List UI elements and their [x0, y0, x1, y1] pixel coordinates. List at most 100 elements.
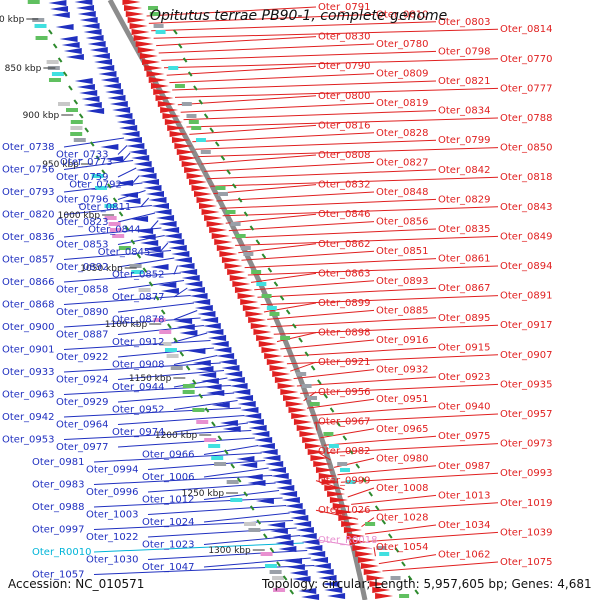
- forward-gene-arrow: [189, 179, 208, 185]
- reverse-gene-arrow: [163, 233, 182, 239]
- forward-gene-arrow: [181, 161, 200, 167]
- reverse-gene-arrow: [218, 359, 237, 365]
- leader-line: [163, 58, 499, 69]
- reverse-gene-arrow: [222, 426, 241, 432]
- gc-dash: [368, 491, 373, 497]
- cog-category-block: [272, 576, 285, 580]
- reverse-gene-arrow: [195, 366, 214, 372]
- kbp-tick-label: 1200 kbp: [155, 431, 198, 441]
- leader-line: [117, 212, 156, 223]
- reverse-gene-arrow: [98, 71, 117, 77]
- gc-dash: [182, 57, 188, 63]
- leader-line: [63, 160, 134, 170]
- right-gene-label: Oter_0800: [318, 91, 371, 102]
- reverse-gene-arrow: [76, 84, 95, 90]
- right-gene-label: Oter_0898: [318, 328, 371, 339]
- gc-dash: [355, 463, 361, 469]
- gc-dash: [323, 393, 329, 399]
- cog-category-block: [307, 396, 318, 400]
- right-gene-label: Oter_1019: [500, 498, 553, 509]
- gc-dash: [211, 421, 216, 427]
- gc-dash: [249, 505, 255, 511]
- gc-dash: [173, 29, 178, 35]
- reverse-gene-arrow: [143, 185, 162, 191]
- left-gene-label: Oter_0844: [88, 225, 141, 236]
- forward-gene-arrow: [139, 53, 158, 59]
- forward-gene-arrow: [227, 269, 246, 275]
- reverse-gene-arrow: [150, 264, 169, 270]
- left-gene-label: Oter_0868: [2, 300, 55, 311]
- reverse-gene-arrow: [206, 390, 225, 396]
- reverse-gene-arrow: [192, 299, 211, 305]
- gc-dash: [179, 351, 185, 357]
- leader-line: [286, 354, 499, 365]
- leader-line: [183, 110, 437, 121]
- left-gene-label: Oter_1022: [86, 532, 139, 543]
- gc-dash: [336, 421, 341, 427]
- forward-gene-arrow: [196, 197, 215, 203]
- left-gene-label: Oter_1047: [142, 562, 195, 573]
- gc-dash: [130, 239, 136, 245]
- cog-category-block: [170, 366, 183, 370]
- reverse-gene-arrow: [272, 534, 291, 540]
- forward-gene-arrow: [261, 347, 280, 353]
- gc-dash: [276, 561, 281, 567]
- leader-line: [263, 302, 317, 313]
- gc-dash: [243, 211, 249, 217]
- right-gene-label: Oter_0982: [318, 446, 371, 457]
- reverse-gene-arrow: [221, 365, 240, 371]
- cog-category-block: [266, 306, 277, 310]
- cog-category-block: [215, 186, 226, 190]
- reverse-gene-arrow: [168, 245, 187, 251]
- left-gene-label: Oter_R0010: [32, 547, 91, 558]
- forward-gene-arrow: [369, 581, 388, 587]
- leader-line: [117, 415, 245, 425]
- cog-category-block: [168, 66, 179, 70]
- left-gene-label: Oter_0988: [32, 502, 85, 513]
- kbp-ticks: 800 kbp 850 kbp 900 kbp 950 kbp 1000 kbp 1050…: [0, 15, 265, 556]
- cog-category-block: [256, 282, 267, 286]
- leader-line: [213, 184, 317, 195]
- forward-gene-arrow: [229, 275, 248, 281]
- forward-gene-arrow: [133, 35, 152, 41]
- left-gene-label: Oter_1012: [142, 495, 195, 506]
- reverse-gene-arrow: [77, 11, 96, 17]
- right-gene-label: Oter_1013: [438, 490, 491, 501]
- reverse-gene-arrow: [136, 167, 155, 173]
- cog-category-block: [153, 24, 164, 28]
- forward-gene-arrow: [204, 215, 223, 221]
- forward-gene-arrow: [285, 401, 304, 407]
- gc-dash: [374, 505, 380, 511]
- reverse-gene-arrow: [292, 576, 311, 582]
- cog-category-block: [182, 384, 195, 388]
- reverse-gene-arrow: [290, 515, 309, 521]
- gc-dash: [267, 267, 273, 273]
- leader-line: [63, 295, 191, 305]
- reverse-gene-arrow: [192, 360, 211, 366]
- leader-line: [158, 43, 375, 54]
- leader-line: [173, 287, 188, 298]
- kbp-tick-label: 1000 kbp: [58, 211, 101, 221]
- gc-dash: [177, 43, 183, 49]
- reverse-gene-arrow: [248, 425, 267, 431]
- cog-category-block: [345, 480, 356, 484]
- left-gene-label: Oter_0922: [56, 352, 109, 363]
- forward-gene-arrow: [321, 479, 340, 485]
- reverse-gene-arrow: [293, 521, 312, 527]
- leader-line: [225, 213, 317, 224]
- reverse-gene-arrow: [265, 461, 284, 467]
- forward-gene-arrow: [153, 89, 172, 95]
- forward-gene-arrow: [313, 461, 332, 467]
- forward-gene-arrow: [206, 221, 225, 227]
- left-gene-label: Oter_0796: [56, 195, 109, 206]
- reverse-gene-arrow: [142, 246, 161, 252]
- reverse-gene-arrow: [61, 42, 80, 48]
- right-gene-label: Oter_0899: [318, 298, 371, 309]
- gc-dash: [230, 463, 236, 469]
- left-gene-label: Oter_0823: [56, 217, 109, 228]
- reverse-gene-arrow: [121, 131, 140, 137]
- forward-gene-arrow: [269, 365, 288, 371]
- leader-line: [63, 362, 221, 373]
- reverse-gene-arrow: [321, 581, 340, 587]
- gc-dash: [285, 309, 291, 315]
